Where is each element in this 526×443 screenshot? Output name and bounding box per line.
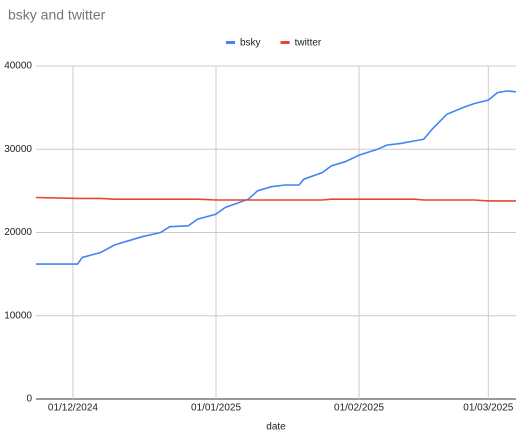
x-tick-label: 01/03/2025 (463, 403, 513, 414)
y-tick-label: 20000 (4, 227, 32, 238)
legend-label: twitter (295, 38, 322, 49)
legend-label: bsky (240, 38, 261, 49)
x-tick-label: 01/01/2025 (191, 403, 241, 414)
y-tick-label: 0 (26, 394, 32, 405)
x-tick-label: 01/12/2024 (48, 403, 98, 414)
x-axis-label: date (266, 422, 286, 433)
y-tick-label: 10000 (4, 310, 32, 321)
y-tick-label: 40000 (4, 61, 32, 72)
legend-swatch (226, 41, 235, 44)
x-tick-label: 01/02/2025 (334, 403, 384, 414)
series-line (35, 196, 516, 202)
legend-swatch (280, 41, 290, 44)
y-tick-label: 30000 (4, 144, 32, 155)
chart-title: bsky and twitter (8, 7, 106, 23)
series-line (36, 90, 517, 265)
